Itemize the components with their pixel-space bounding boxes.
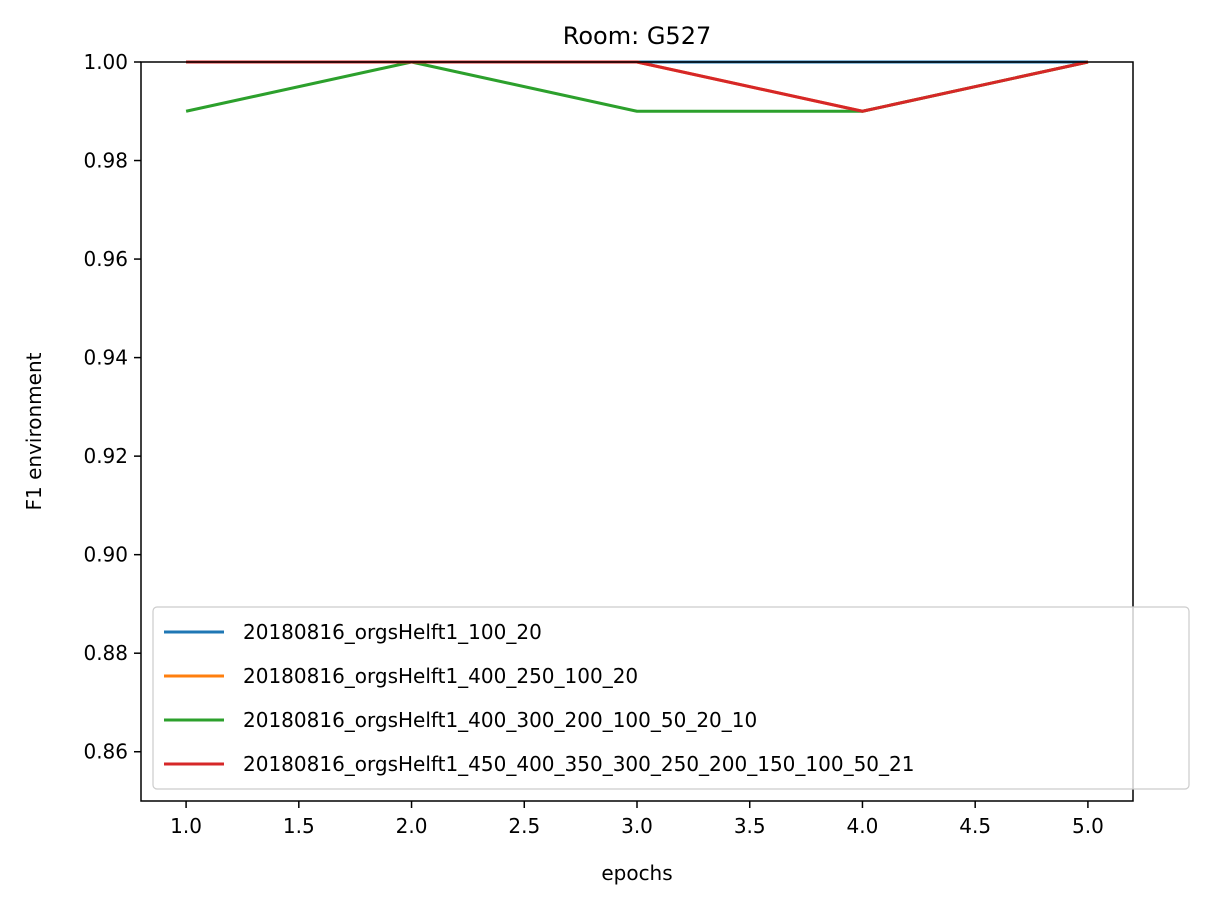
x-tick-label: 2.0 bbox=[396, 814, 428, 838]
legend-label: 20180816_orgsHelft1_400_250_100_20 bbox=[243, 664, 638, 688]
y-axis: 0.86 0.88 0.90 0.92 0.94 0.96 0.98 1.00 bbox=[83, 50, 141, 764]
y-tick-label: 1.00 bbox=[83, 50, 128, 74]
legend: 20180816_orgsHelft1_100_20 20180816_orgsH… bbox=[152, 606, 1190, 790]
y-tick-label: 0.96 bbox=[83, 247, 128, 271]
x-tick-label: 4.5 bbox=[959, 814, 991, 838]
x-tick-label: 1.0 bbox=[170, 814, 202, 838]
y-axis-label: F1 environment bbox=[22, 352, 46, 510]
x-tick-label: 4.0 bbox=[847, 814, 879, 838]
x-tick-label: 3.0 bbox=[621, 814, 653, 838]
y-tick-label: 0.86 bbox=[83, 740, 128, 764]
x-tick-label: 5.0 bbox=[1072, 814, 1104, 838]
x-tick-label: 3.5 bbox=[734, 814, 766, 838]
y-tick-label: 0.92 bbox=[83, 444, 128, 468]
legend-box bbox=[152, 606, 1190, 790]
y-tick-label: 0.88 bbox=[83, 641, 128, 665]
legend-label: 20180816_orgsHelft1_400_300_200_100_50_2… bbox=[243, 708, 757, 732]
legend-label: 20180816_orgsHelft1_450_400_350_300_250_… bbox=[243, 752, 914, 776]
y-tick-label: 0.98 bbox=[83, 149, 128, 173]
x-tick-label: 2.5 bbox=[508, 814, 540, 838]
legend-label: 20180816_orgsHelft1_100_20 bbox=[243, 620, 542, 644]
y-tick-label: 0.94 bbox=[83, 346, 128, 370]
x-axis-label: epochs bbox=[601, 861, 672, 885]
x-tick-label: 1.5 bbox=[283, 814, 315, 838]
y-tick-label: 0.90 bbox=[83, 543, 128, 567]
x-axis: 1.0 1.5 2.0 2.5 3.0 3.5 4.0 4.5 5.0 bbox=[170, 801, 1104, 838]
chart-title: Room: G527 bbox=[563, 22, 711, 50]
